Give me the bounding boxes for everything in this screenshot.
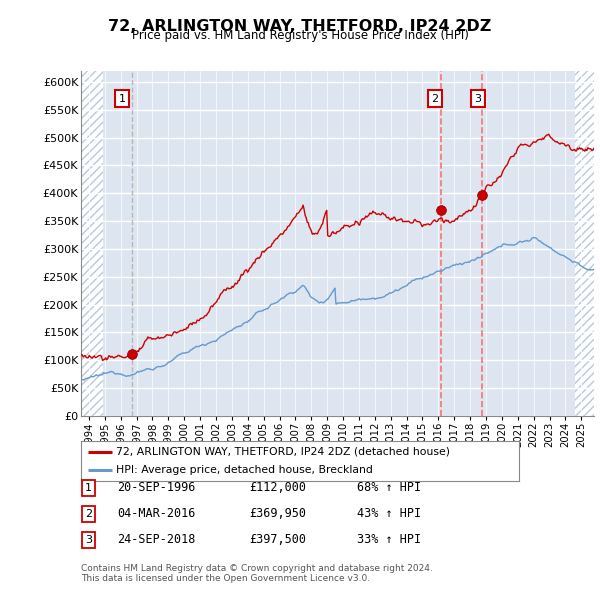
Bar [575,71,594,416]
Point [436,205,446,215]
Text: 3: 3 [475,94,482,104]
Text: 04-MAR-2016: 04-MAR-2016 [117,507,196,520]
Text: Price paid vs. HM Land Registry's House Price Index (HPI): Price paid vs. HM Land Registry's House … [131,30,469,42]
Text: 72, ARLINGTON WAY, THETFORD, IP24 2DZ (detached house): 72, ARLINGTON WAY, THETFORD, IP24 2DZ (d… [116,447,450,457]
Bar [575,71,594,416]
Point [127,349,137,358]
Bar [81,71,103,416]
Text: 3: 3 [85,535,92,545]
Text: 72, ARLINGTON WAY, THETFORD, IP24 2DZ: 72, ARLINGTON WAY, THETFORD, IP24 2DZ [109,19,491,34]
Text: 1: 1 [119,94,126,104]
Text: 2: 2 [85,509,92,519]
Text: 43% ↑ HPI: 43% ↑ HPI [357,507,421,520]
Text: 24-SEP-2018: 24-SEP-2018 [117,533,196,546]
Bar [81,71,103,416]
Text: Contains HM Land Registry data © Crown copyright and database right 2024.
This d: Contains HM Land Registry data © Crown c… [81,563,433,583]
Text: £369,950: £369,950 [249,507,306,520]
Text: 1: 1 [85,483,92,493]
Point [477,190,487,199]
Text: 68% ↑ HPI: 68% ↑ HPI [357,481,421,494]
Text: HPI: Average price, detached house, Breckland: HPI: Average price, detached house, Brec… [116,465,373,475]
Text: 20-SEP-1996: 20-SEP-1996 [117,481,196,494]
Text: 33% ↑ HPI: 33% ↑ HPI [357,533,421,546]
Text: 2: 2 [431,94,439,104]
Text: £112,000: £112,000 [249,481,306,494]
Text: £397,500: £397,500 [249,533,306,546]
